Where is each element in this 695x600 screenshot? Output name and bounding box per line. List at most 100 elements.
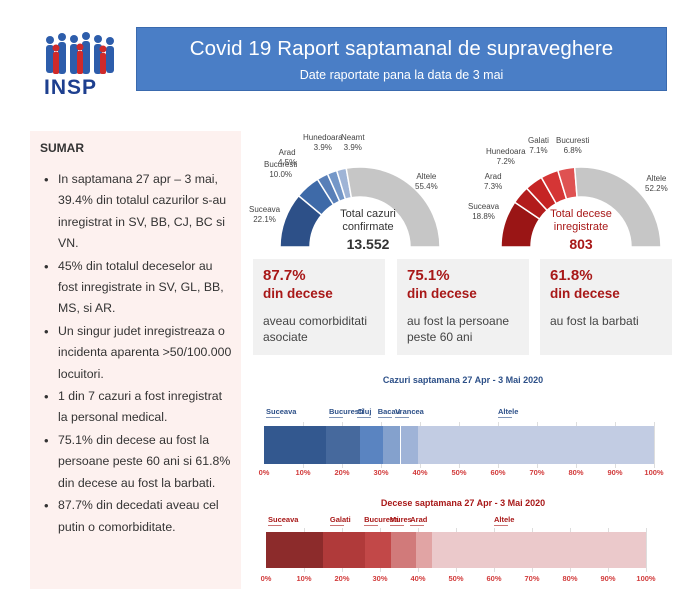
- bar-tick-label: 90%: [600, 574, 616, 583]
- stat-box-over-60: 75.1% din decese au fost la persoane pes…: [397, 259, 529, 355]
- donut-label-value: 7.3%: [484, 182, 503, 191]
- donut-label-galati: Galati 7.1%: [528, 136, 549, 156]
- stat-box-men: 61.8% din decese au fost la barbati: [540, 259, 672, 355]
- stat-box-comorbidities: 87.7% din decese aveau comorbiditati aso…: [253, 259, 385, 355]
- donut-label-arad: Arad 4.5%: [278, 148, 296, 168]
- stat-percent: 61.8%: [550, 267, 593, 284]
- donut-label-bucuresti: Bucuresti 10.0%: [264, 160, 297, 180]
- bar-tick-label: 20%: [334, 574, 350, 583]
- bar-category-underline: [266, 417, 280, 418]
- donut-label-value: 4.5%: [278, 158, 297, 167]
- bar-segment-galati: [323, 532, 365, 568]
- bar-gridline: [654, 422, 655, 468]
- bar-tick-label: 40%: [412, 468, 428, 477]
- bar-segment-arad: [416, 532, 433, 568]
- summary-item: 87.7% din decedati aveau cel putin o com…: [30, 495, 241, 538]
- bar-category-label: Suceava: [268, 515, 299, 524]
- bar-category-underline: [268, 525, 282, 526]
- summary-item: 75.1% din decese au fost la persoane pes…: [30, 430, 241, 494]
- donut-label-value: 52.2%: [645, 184, 668, 193]
- stat-description: aveau comorbiditati asociate: [263, 314, 368, 344]
- bar-segment-altele: [417, 426, 654, 464]
- bar-category-label: Bacau: [377, 407, 401, 416]
- donut-slice-altele: [345, 166, 441, 248]
- bar-tick-label: 0%: [260, 574, 272, 583]
- deaths-donut-svg: [500, 166, 662, 248]
- people-group-icon: [46, 32, 114, 74]
- bar-tick-label: 60%: [486, 574, 502, 583]
- bar-segment-vrancea: [400, 426, 418, 464]
- bar-chart-title: Cazuri saptamana 27 Apr - 3 Mai 2020: [382, 375, 544, 385]
- bar-tick-label: 30%: [373, 468, 389, 477]
- bar-category-label: Mures: [389, 515, 412, 524]
- bar-tick-label: 60%: [490, 468, 506, 477]
- bar-chart-title: Decese saptamana 27 Apr - 3 Mai 2020: [380, 498, 546, 508]
- cases-donut-chart: Total cazuri confirmate 13.552 Suceava 22…: [249, 130, 443, 255]
- stat-description: au fost la barbati: [550, 314, 639, 328]
- donut-label-name: Hunedoara: [486, 147, 526, 156]
- donut-label-name: Bucuresti: [556, 136, 590, 145]
- stat-percent: 75.1%: [407, 267, 450, 284]
- bar-tick-label: 70%: [524, 574, 540, 583]
- bar-tick-label: 90%: [607, 468, 623, 477]
- donut-label-hunedoara: Hunedoara 7.2%: [486, 147, 526, 167]
- bar-category-underline: [328, 417, 343, 418]
- donut-label-name: Hunedoara: [303, 133, 343, 142]
- bar-category-label: Arad: [410, 515, 428, 524]
- bar-category-underline: [410, 525, 425, 526]
- deaths-donut-chart: Total decese inregistrate 803 Suceava 18.…: [462, 130, 687, 255]
- bar-category-underline: [494, 525, 508, 526]
- donut-label-neamt: Neamt 3.9%: [341, 133, 365, 153]
- bar-tick-label: 0%: [258, 468, 270, 477]
- bar-segment-suceava: [264, 426, 327, 464]
- bar-tick-label: 100%: [644, 468, 664, 477]
- donut-label-value: 7.2%: [496, 157, 515, 166]
- deaths-center-value: 803: [569, 236, 593, 252]
- summary-item: Un singur judet inregistreaza o incident…: [30, 321, 241, 385]
- header-banner: Covid 19 Raport saptamanal de supraveghe…: [136, 27, 667, 91]
- bar-tick-label: 70%: [529, 468, 545, 477]
- donut-label-name: Altele: [646, 174, 667, 183]
- summary-item: 45% din totalul deceselor au fost inregi…: [30, 256, 241, 320]
- bar-tick-label: 40%: [410, 574, 426, 583]
- donut-label-arad: Arad 7.3%: [484, 172, 502, 192]
- report-title: Covid 19 Raport saptamanal de supraveghe…: [189, 37, 614, 60]
- bar-tick-label: 10%: [295, 468, 311, 477]
- bar-tick-label: 80%: [562, 574, 578, 583]
- bar-tick-label: 30%: [372, 574, 388, 583]
- bar-category-label: Bucuresti: [364, 515, 399, 524]
- cases-center-label: Total cazuri confirmate: [340, 208, 396, 233]
- bar-segment-bucuresti: [364, 532, 392, 568]
- cases-center-value: 13.552: [346, 236, 390, 252]
- bar-category-label: Bucuresti: [328, 407, 364, 416]
- bar-category-label: Cluj: [357, 407, 372, 416]
- bar-segment-bacau: [382, 426, 401, 464]
- donut-label-name: Arad: [484, 172, 502, 181]
- report-subtitle: Date raportate pana la data de 3 mai: [299, 68, 504, 82]
- donut-label-value: 3.9%: [313, 143, 332, 152]
- bar-category-label: Suceava: [266, 407, 297, 416]
- logo-text: INSP: [44, 76, 98, 99]
- bar-segment-mures: [391, 532, 417, 568]
- bar-tick-label: 50%: [451, 468, 467, 477]
- summary-item: 1 din 7 cazuri a fost inregistrat la per…: [30, 386, 241, 429]
- bar-category-label: Altele: [498, 407, 519, 416]
- bar-category-label: Galati: [329, 515, 351, 524]
- bar-category-underline: [364, 525, 379, 526]
- donut-label-name: Arad: [278, 148, 296, 157]
- summary-item: In saptamana 27 apr – 3 mai, 39.4% din t…: [30, 169, 241, 255]
- bar-tick-label: 20%: [334, 468, 350, 477]
- donut-slice-altele: [573, 166, 662, 248]
- insp-logo: [40, 32, 120, 98]
- donut-label-value: 10.0%: [269, 170, 293, 179]
- summary-list: In saptamana 27 apr – 3 mai, 39.4% din t…: [30, 169, 241, 538]
- deaths-center-label: Total decese inregistrate: [550, 208, 612, 233]
- bar-category-underline: [377, 417, 392, 418]
- bar-category-underline: [389, 525, 404, 526]
- donut-label-altele: Altele 55.4%: [415, 172, 438, 192]
- bar-segment-suceava: [266, 532, 323, 568]
- donut-label-name: Galati: [528, 136, 549, 145]
- donut-label-hunedoara: Hunedoara 3.9%: [303, 133, 343, 153]
- donut-label-altele: Altele 52.2%: [645, 174, 668, 194]
- bar-segment-altele: [432, 532, 646, 568]
